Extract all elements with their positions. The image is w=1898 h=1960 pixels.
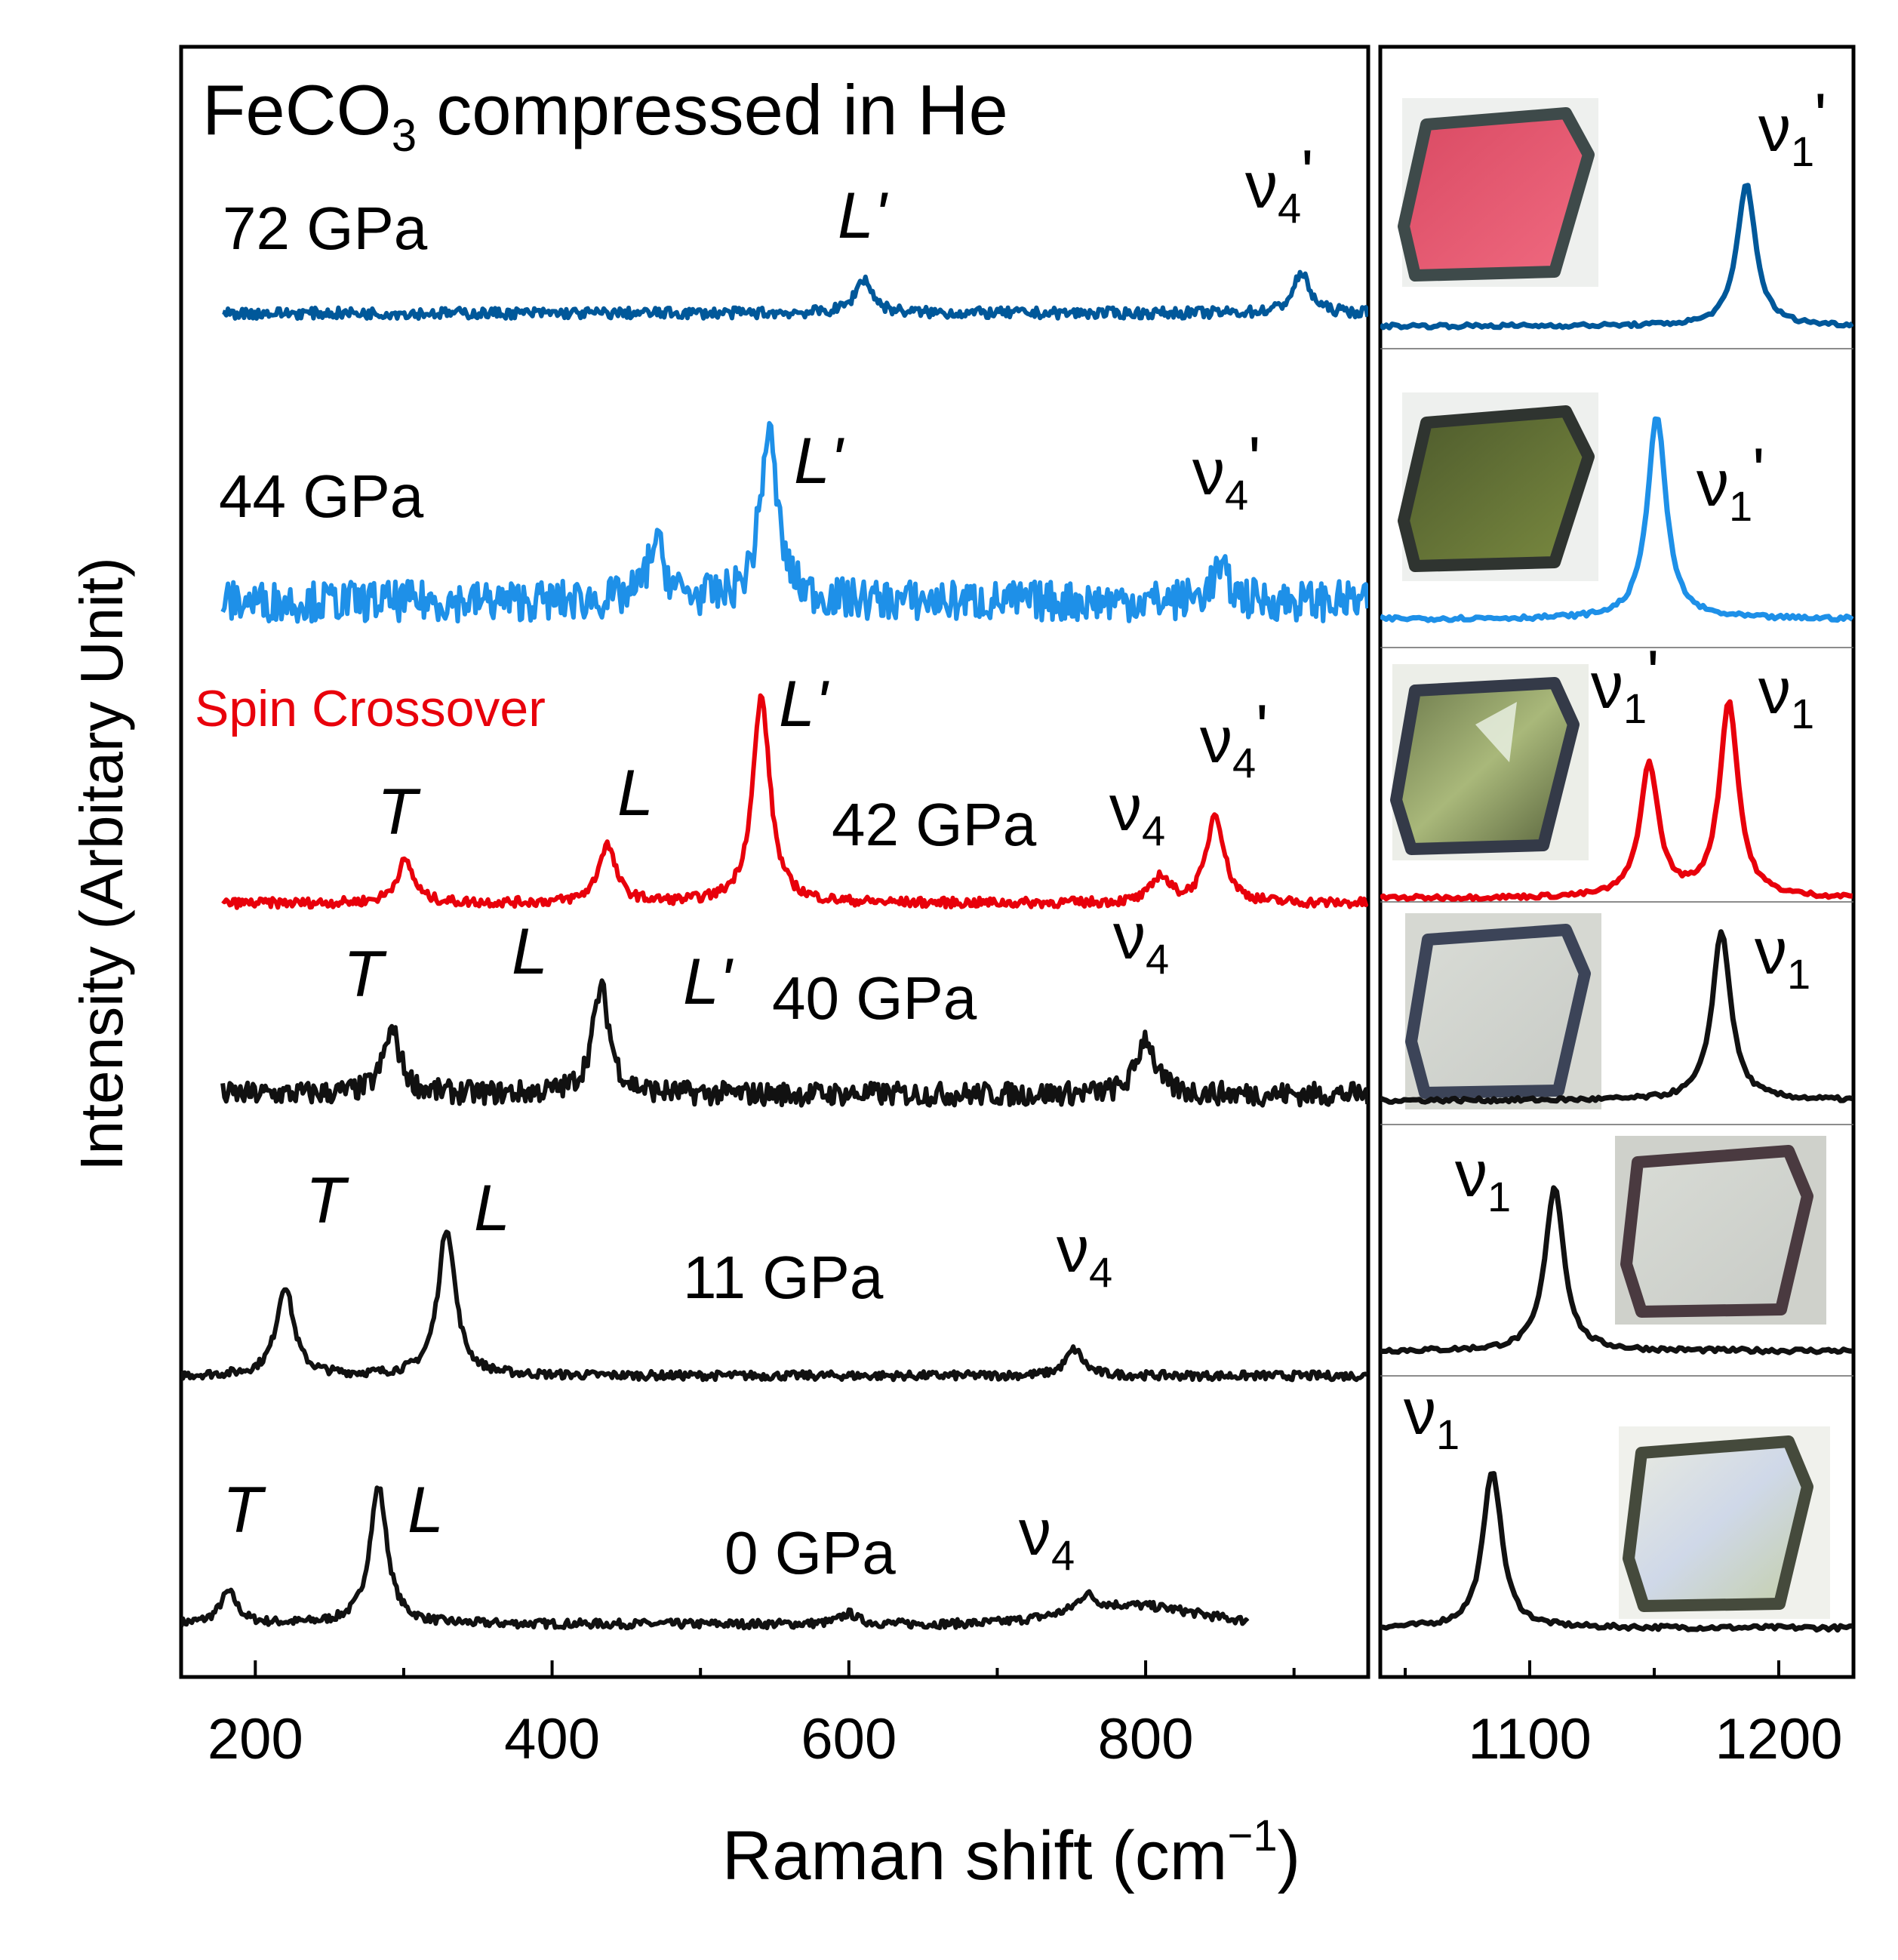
peak-label: ν4' (1200, 692, 1269, 786)
peak-label: L' (838, 180, 888, 252)
peak-label: ν4 (1057, 1214, 1112, 1296)
spectrum-left-42gpa (221, 693, 1368, 910)
crystal-images (1390, 98, 1830, 1619)
spectrum-left-44gpa (220, 420, 1368, 624)
crystal-image-44gpa (1398, 392, 1598, 581)
x-tick-label: 800 (1098, 1707, 1194, 1771)
peak-label: T (377, 776, 421, 848)
spectrum-right-42gpa (1380, 699, 1853, 903)
peak-label: ν1 (1755, 915, 1810, 998)
x-ticks: 200 400 600 800 1100 1200 (208, 1660, 1843, 1771)
peak-label: L (617, 757, 654, 829)
title-main: FeCO (202, 70, 392, 149)
crystal-image-40gpa (1405, 913, 1601, 1109)
pressure-label-40gpa: 40 GPa (772, 965, 977, 1032)
x-axis-label: Raman shift (cm−1) (722, 1811, 1300, 1894)
pressure-label-0gpa: 0 GPa (724, 1519, 896, 1586)
peak-label: ν1' (1697, 435, 1765, 530)
spectrum-right-72gpa (1380, 183, 1853, 331)
peak-label: ν4 (1109, 772, 1165, 854)
spectrum-right-44gpa (1380, 416, 1853, 623)
right-panel-dividers (1380, 348, 1853, 1377)
peak-label: L (408, 1474, 444, 1546)
x-tick-label: 1200 (1715, 1707, 1842, 1771)
title-rest: compressed in He (417, 70, 1008, 149)
peak-label: T (343, 938, 387, 1011)
spectrum-left-0gpa (181, 1485, 1250, 1631)
peak-label: L' (683, 946, 734, 1018)
crystal-image-72gpa (1398, 98, 1598, 287)
peak-label: T (223, 1474, 266, 1546)
peak-label: T (306, 1165, 349, 1237)
crystal-image-42gpa (1390, 664, 1589, 860)
pressure-label-44gpa: 44 GPa (219, 463, 424, 530)
left-spectra-group (181, 269, 1368, 1631)
right-spectra-group (1380, 183, 1853, 1633)
x-tick-label: 1100 (1468, 1707, 1591, 1771)
peak-label: ν1 (1758, 655, 1814, 737)
pressure-label-72gpa: 72 GPa (223, 195, 428, 262)
peak-label: ν4 (1113, 900, 1169, 983)
peak-label: L' (794, 425, 844, 497)
spectrum-right-11gpa (1380, 1185, 1853, 1355)
x-axis-label-sup: −1 (1227, 1811, 1277, 1860)
spectrum-left-11gpa (181, 1229, 1368, 1383)
pressure-label-11gpa: 11 GPa (683, 1244, 884, 1311)
x-tick-label: 600 (801, 1707, 897, 1771)
spectrum-left-72gpa (222, 269, 1368, 322)
peak-label: ν4' (1192, 424, 1261, 518)
x-axis-label-close: ) (1278, 1817, 1301, 1894)
peak-label: ν1' (1758, 81, 1827, 175)
crystal-image-0gpa (1619, 1426, 1830, 1619)
spectrum-right-0gpa (1380, 1471, 1853, 1633)
peak-label: ν1 (1404, 1376, 1460, 1458)
title-subscript: 3 (392, 110, 417, 161)
left-panel-frame (179, 45, 1370, 1679)
peak-label: L (512, 915, 548, 988)
spectrum-left-40gpa (220, 978, 1368, 1108)
pressure-label-42gpa: 42 GPa (832, 791, 1037, 858)
pressure-labels: 72 GPa 44 GPa 42 GPa 40 GPa 11 GPa 0 GPa (219, 195, 1037, 1586)
peak-label: L (474, 1172, 510, 1245)
crystal-image-11gpa (1615, 1136, 1826, 1325)
spectrum-right-40gpa (1380, 929, 1853, 1105)
peak-label: ν4' (1245, 137, 1314, 232)
peak-label: L' (779, 668, 829, 740)
x-axis-label-main: Raman shift (cm (722, 1817, 1228, 1894)
x-tick-label: 400 (504, 1707, 600, 1771)
peak-label: ν1' (1591, 638, 1660, 732)
y-axis-label: Intensity (Arbitary Unit) (68, 557, 135, 1171)
peak-label: ν1 (1455, 1138, 1511, 1220)
chart-title: FeCO3 compressed in He (202, 70, 1008, 161)
right-panel-frame (1378, 45, 1856, 1679)
peak-label: ν4 (1019, 1497, 1075, 1579)
x-tick-label: 200 (208, 1707, 303, 1771)
spin-crossover-note: Spin Crossover (195, 680, 546, 737)
